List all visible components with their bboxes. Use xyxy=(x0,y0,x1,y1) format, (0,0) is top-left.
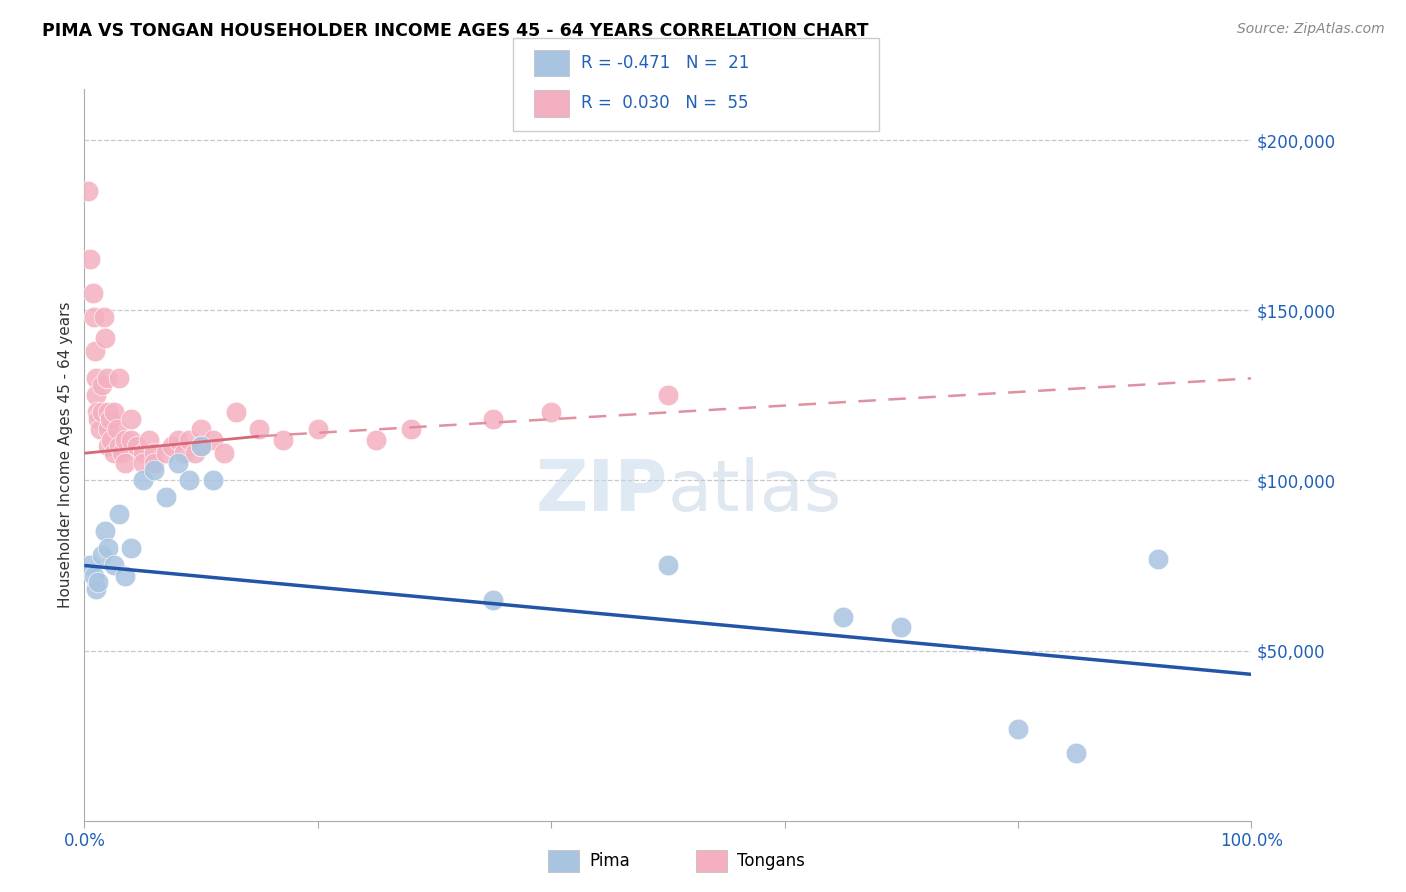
Text: Pima: Pima xyxy=(589,852,630,871)
Point xyxy=(103,405,125,419)
Text: PIMA VS TONGAN HOUSEHOLDER INCOME AGES 45 - 64 YEARS CORRELATION CHART: PIMA VS TONGAN HOUSEHOLDER INCOME AGES 4… xyxy=(42,22,869,40)
Point xyxy=(108,508,131,522)
Point xyxy=(271,433,294,447)
Point xyxy=(94,330,117,344)
Point xyxy=(84,582,107,597)
Point xyxy=(97,422,120,436)
Point xyxy=(98,412,121,426)
Point xyxy=(108,439,131,453)
Point xyxy=(366,433,388,447)
Point xyxy=(190,439,212,453)
Point xyxy=(155,491,177,505)
Point xyxy=(143,457,166,471)
Point xyxy=(399,422,422,436)
Text: R =  0.030   N =  55: R = 0.030 N = 55 xyxy=(581,95,748,112)
Point xyxy=(90,549,112,563)
Y-axis label: Householder Income Ages 45 - 64 years: Householder Income Ages 45 - 64 years xyxy=(58,301,73,608)
Point xyxy=(87,412,110,426)
Point xyxy=(190,439,212,453)
Point xyxy=(93,310,115,325)
Point xyxy=(307,422,329,436)
Point xyxy=(143,463,166,477)
Point xyxy=(90,405,112,419)
Point xyxy=(83,344,105,359)
Point xyxy=(132,446,155,460)
Point xyxy=(249,422,271,436)
Point xyxy=(79,252,101,267)
Point xyxy=(155,446,177,460)
Point xyxy=(120,541,142,556)
Point xyxy=(225,405,247,419)
Point xyxy=(481,592,505,607)
Point xyxy=(481,412,505,426)
Point xyxy=(84,371,107,385)
Point xyxy=(114,457,136,471)
Point xyxy=(94,524,117,539)
Point xyxy=(120,433,142,447)
Point xyxy=(84,388,107,402)
Point xyxy=(179,433,201,447)
Point xyxy=(90,378,112,392)
Point xyxy=(97,439,120,453)
Point xyxy=(540,405,562,419)
Point xyxy=(79,558,101,573)
Point xyxy=(1147,551,1170,566)
Point xyxy=(143,446,166,460)
Point xyxy=(89,422,111,436)
Point xyxy=(190,422,212,436)
Point xyxy=(173,446,195,460)
Point xyxy=(97,405,120,419)
Point xyxy=(214,446,236,460)
Point xyxy=(83,568,105,582)
Point xyxy=(201,433,224,447)
Point xyxy=(160,439,183,453)
Point xyxy=(76,184,98,198)
Point xyxy=(201,474,224,488)
Point xyxy=(1066,746,1088,760)
Point xyxy=(111,446,134,460)
Point xyxy=(87,575,110,590)
Point xyxy=(832,609,855,624)
Point xyxy=(890,620,912,634)
Point xyxy=(96,371,118,385)
Point xyxy=(125,439,148,453)
Text: ZIP: ZIP xyxy=(536,457,668,526)
Point xyxy=(138,433,160,447)
Point xyxy=(108,371,131,385)
Point xyxy=(1007,722,1029,736)
Point xyxy=(132,474,155,488)
Point xyxy=(105,422,128,436)
Point xyxy=(103,446,125,460)
Point xyxy=(132,457,155,471)
Point xyxy=(184,446,207,460)
Point xyxy=(82,286,104,301)
Point xyxy=(114,433,136,447)
Point xyxy=(166,457,188,471)
Point xyxy=(657,558,679,573)
Text: atlas: atlas xyxy=(668,457,842,526)
Point xyxy=(83,310,105,325)
Point xyxy=(166,433,188,447)
Point xyxy=(103,558,125,573)
Text: Tongans: Tongans xyxy=(737,852,804,871)
Point xyxy=(657,388,679,402)
Text: R = -0.471   N =  21: R = -0.471 N = 21 xyxy=(581,54,749,72)
Point xyxy=(97,541,120,556)
Point xyxy=(120,412,142,426)
Text: Source: ZipAtlas.com: Source: ZipAtlas.com xyxy=(1237,22,1385,37)
Point xyxy=(100,433,122,447)
Point xyxy=(86,405,108,419)
Point xyxy=(179,474,201,488)
Point xyxy=(114,568,136,582)
